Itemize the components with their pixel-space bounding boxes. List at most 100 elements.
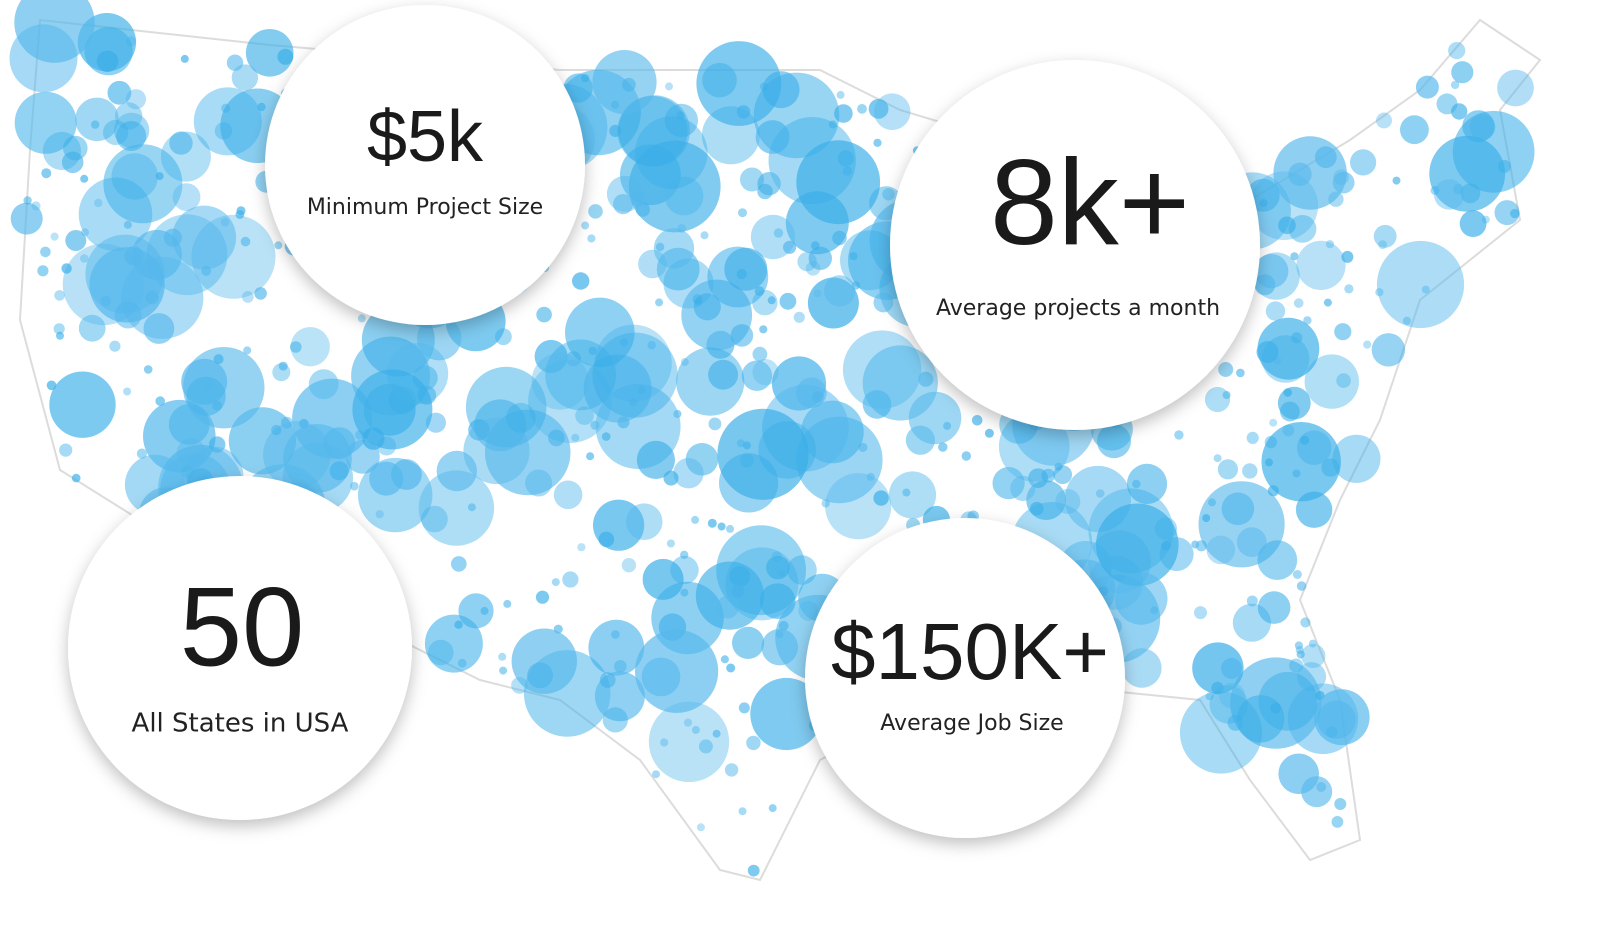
bubble bbox=[299, 418, 309, 429]
bubble bbox=[1269, 418, 1278, 427]
bubble bbox=[213, 354, 224, 365]
bubble bbox=[1293, 298, 1304, 308]
bubble bbox=[862, 390, 892, 419]
bubble bbox=[707, 518, 717, 528]
bubble bbox=[577, 543, 586, 552]
bubble bbox=[236, 206, 246, 216]
bubble bbox=[575, 406, 594, 426]
bubble bbox=[1010, 475, 1036, 501]
bubble bbox=[873, 93, 911, 130]
bubble bbox=[290, 341, 302, 353]
bubble bbox=[1236, 695, 1285, 743]
bubble bbox=[757, 183, 773, 200]
bubble bbox=[1290, 252, 1299, 261]
bubble bbox=[329, 461, 349, 481]
badge-circle bbox=[265, 5, 585, 325]
bubble bbox=[424, 614, 483, 673]
bubble bbox=[125, 89, 146, 110]
bubble bbox=[673, 409, 682, 419]
bubble bbox=[768, 804, 777, 813]
bubble bbox=[868, 98, 889, 119]
bubble bbox=[417, 316, 462, 361]
bubble bbox=[660, 738, 669, 747]
bubble bbox=[503, 599, 512, 608]
bubble bbox=[14, 91, 77, 154]
bubble bbox=[274, 241, 283, 250]
bubble bbox=[254, 287, 267, 300]
bubble bbox=[183, 347, 265, 429]
bubble bbox=[716, 595, 739, 619]
bubble bbox=[599, 672, 616, 688]
bubble bbox=[1336, 373, 1351, 388]
bubble bbox=[61, 263, 72, 274]
bubble bbox=[245, 29, 294, 77]
bubble bbox=[730, 324, 754, 347]
stat-label: Minimum Project Size bbox=[307, 195, 543, 220]
bubble bbox=[1402, 316, 1411, 325]
bubble bbox=[1242, 463, 1258, 479]
bubble bbox=[1375, 288, 1384, 297]
bubble bbox=[611, 630, 620, 639]
bubble bbox=[1289, 658, 1304, 673]
bubble bbox=[1055, 489, 1081, 514]
bubble bbox=[647, 341, 656, 350]
bubble bbox=[278, 361, 288, 371]
stat-value: 50 bbox=[180, 565, 305, 690]
bubble bbox=[594, 671, 645, 722]
bubble bbox=[505, 402, 536, 433]
bubble bbox=[708, 417, 722, 431]
bubble bbox=[1222, 391, 1231, 399]
bubble bbox=[1376, 240, 1465, 329]
bubble bbox=[1096, 503, 1179, 587]
bubble bbox=[78, 314, 106, 342]
bubble bbox=[938, 442, 948, 452]
bubble bbox=[155, 396, 165, 406]
bubble bbox=[499, 666, 508, 675]
badge-circle bbox=[890, 60, 1260, 430]
bubble bbox=[123, 220, 132, 229]
bubble bbox=[750, 214, 796, 260]
bubble bbox=[562, 571, 579, 588]
bubble bbox=[761, 628, 798, 666]
bubble bbox=[824, 275, 856, 307]
bubble bbox=[1202, 514, 1211, 523]
bubble bbox=[1257, 540, 1298, 580]
bubble bbox=[1026, 480, 1066, 520]
bubble bbox=[1236, 368, 1245, 378]
bubble bbox=[467, 503, 476, 512]
bubble bbox=[1303, 316, 1312, 325]
bubble bbox=[421, 505, 448, 533]
bubble bbox=[836, 90, 845, 99]
bubble bbox=[888, 471, 937, 519]
bubble bbox=[752, 359, 779, 386]
stat-label: All States in USA bbox=[132, 709, 349, 739]
bubble bbox=[625, 503, 663, 540]
bubble bbox=[109, 340, 121, 352]
bubble bbox=[598, 531, 615, 548]
bubble bbox=[642, 558, 684, 600]
bubble bbox=[738, 702, 750, 714]
badge-circle bbox=[68, 476, 412, 820]
bubble bbox=[534, 339, 568, 373]
badge-circle bbox=[805, 518, 1125, 838]
bubble bbox=[759, 583, 796, 619]
bubble bbox=[613, 194, 634, 215]
bubble bbox=[724, 763, 739, 777]
bubble bbox=[1280, 401, 1300, 422]
bubble bbox=[1204, 386, 1231, 413]
bubble bbox=[732, 626, 765, 660]
bubble bbox=[63, 135, 88, 161]
bubble bbox=[587, 234, 596, 243]
bubble bbox=[42, 131, 81, 171]
bubble bbox=[1296, 662, 1327, 692]
bubble bbox=[750, 677, 823, 751]
bubble bbox=[116, 121, 147, 151]
bubble bbox=[49, 371, 116, 438]
bubble bbox=[172, 183, 201, 212]
bubble bbox=[1334, 798, 1347, 810]
bubble bbox=[1308, 639, 1317, 648]
bubble bbox=[783, 240, 797, 254]
bubble bbox=[357, 314, 366, 323]
bubble bbox=[123, 387, 132, 396]
